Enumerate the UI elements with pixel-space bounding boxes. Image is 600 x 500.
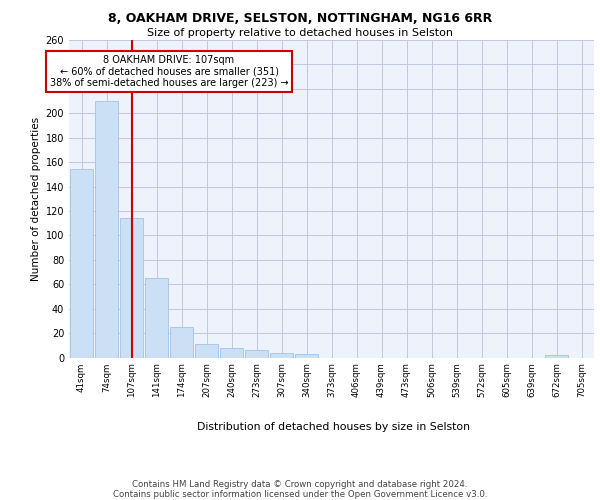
Bar [95, 101, 118, 357]
Bar [70, 170, 94, 358]
Bar [295, 354, 319, 358]
Bar [194, 344, 218, 358]
Text: Contains HM Land Registry data © Crown copyright and database right 2024.
Contai: Contains HM Land Registry data © Crown c… [113, 480, 487, 499]
Bar [170, 327, 193, 358]
Bar [545, 355, 568, 358]
Text: 8 OAKHAM DRIVE: 107sqm
← 60% of detached houses are smaller (351)
38% of semi-de: 8 OAKHAM DRIVE: 107sqm ← 60% of detached… [50, 54, 289, 88]
Bar [269, 352, 293, 358]
Y-axis label: Number of detached properties: Number of detached properties [31, 116, 41, 281]
Text: Distribution of detached houses by size in Selston: Distribution of detached houses by size … [197, 422, 470, 432]
Bar [145, 278, 169, 357]
Bar [119, 218, 143, 358]
Bar [220, 348, 244, 358]
Bar [245, 350, 268, 358]
Text: 8, OAKHAM DRIVE, SELSTON, NOTTINGHAM, NG16 6RR: 8, OAKHAM DRIVE, SELSTON, NOTTINGHAM, NG… [108, 12, 492, 26]
Text: Size of property relative to detached houses in Selston: Size of property relative to detached ho… [147, 28, 453, 38]
